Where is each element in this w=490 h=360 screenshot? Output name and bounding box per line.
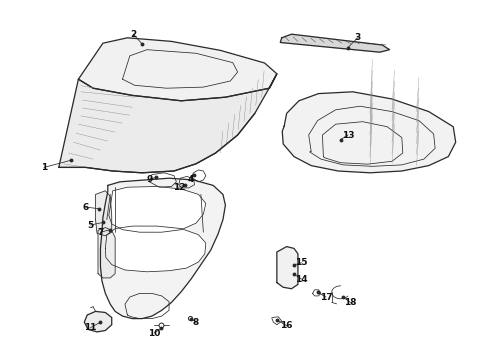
- Polygon shape: [109, 186, 206, 232]
- Text: 9: 9: [146, 175, 153, 184]
- Text: 10: 10: [148, 328, 161, 338]
- Text: 15: 15: [295, 258, 308, 267]
- Polygon shape: [280, 34, 390, 52]
- Text: 1: 1: [41, 163, 47, 172]
- Text: 5: 5: [88, 220, 94, 230]
- Text: 18: 18: [344, 298, 357, 307]
- Text: 6: 6: [83, 202, 89, 211]
- Polygon shape: [282, 92, 456, 173]
- Polygon shape: [96, 191, 112, 236]
- Text: 13: 13: [342, 130, 354, 139]
- Text: 11: 11: [84, 323, 97, 332]
- Text: 8: 8: [193, 318, 199, 327]
- Text: 16: 16: [280, 321, 293, 330]
- Text: 4: 4: [188, 175, 195, 184]
- Text: 14: 14: [295, 274, 308, 284]
- Text: 17: 17: [319, 292, 332, 302]
- Polygon shape: [100, 178, 225, 319]
- Polygon shape: [84, 311, 112, 332]
- Text: 7: 7: [97, 228, 104, 237]
- Polygon shape: [98, 228, 115, 278]
- Text: 12: 12: [172, 183, 185, 192]
- Text: 2: 2: [130, 30, 136, 39]
- Polygon shape: [277, 247, 298, 289]
- Polygon shape: [78, 38, 277, 101]
- Polygon shape: [105, 226, 206, 272]
- Text: 3: 3: [355, 33, 361, 42]
- Polygon shape: [59, 74, 277, 173]
